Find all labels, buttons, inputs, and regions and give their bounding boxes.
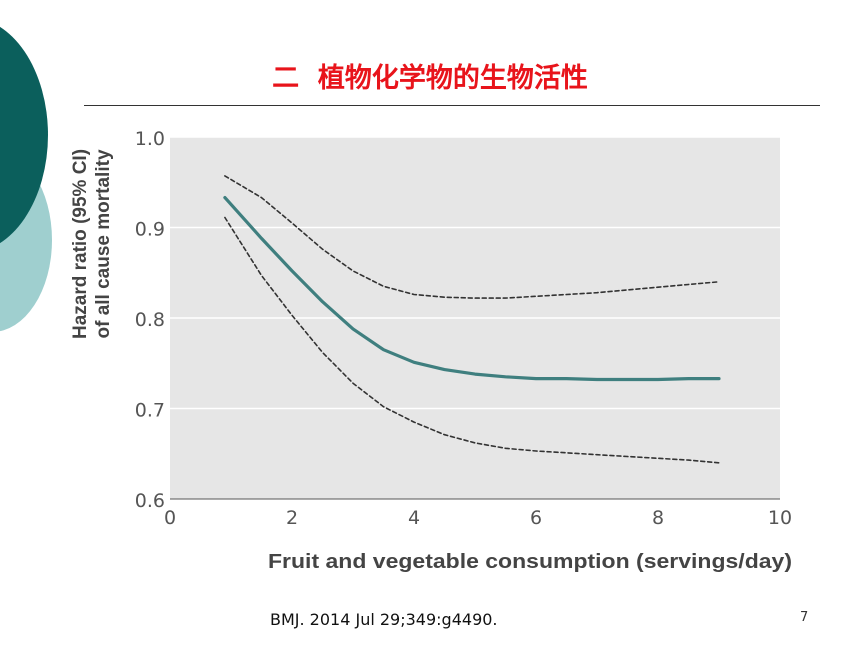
y-tick-label: 0.7: [135, 400, 165, 422]
y-axis-label-line-2: of all cause mortality: [93, 149, 114, 338]
y-tick-label: 0.6: [135, 490, 165, 512]
hazard-ratio-chart: 0.6 0.7 0.8 0.9 1.0 0 2 4 6 8 10 Fruit and vegeta…: [70, 128, 792, 573]
x-axis-label: Fruit and vegetable consumption (serving…: [268, 551, 792, 573]
citation: BMJ. 2014 Jul 29;349:g4490.: [270, 610, 498, 629]
x-tick-label: 8: [652, 507, 664, 529]
y-tick-labels: 0.6 0.7 0.8 0.9 1.0: [135, 128, 165, 512]
decorative-dark-oval: [0, 26, 48, 244]
y-tick-label: 1.0: [135, 128, 165, 150]
slide-title: 二 植物化学物的生物活性: [272, 63, 588, 94]
x-tick-labels: 0 2 4 6 8 10: [164, 507, 792, 529]
x-tick-label: 2: [286, 507, 298, 529]
hazard-ratio-curve: [223, 196, 721, 382]
lower-ci-curve: [224, 216, 720, 464]
series-group: [223, 175, 721, 464]
title-divider: [84, 105, 820, 106]
x-tick-label: 6: [530, 507, 542, 529]
decorative-shapes: [0, 26, 52, 332]
upper-ci-curve: [224, 175, 720, 299]
x-tick-label: 4: [408, 507, 420, 529]
y-axis-label-line-1: Hazard ratio (95% CI): [70, 149, 91, 339]
x-tick-label: 10: [768, 507, 792, 529]
gridlines: [170, 136, 780, 410]
x-tick-label: 0: [164, 507, 176, 529]
y-tick-label: 0.8: [135, 309, 165, 331]
y-tick-label: 0.9: [135, 219, 165, 241]
page-number: 7: [800, 610, 809, 625]
